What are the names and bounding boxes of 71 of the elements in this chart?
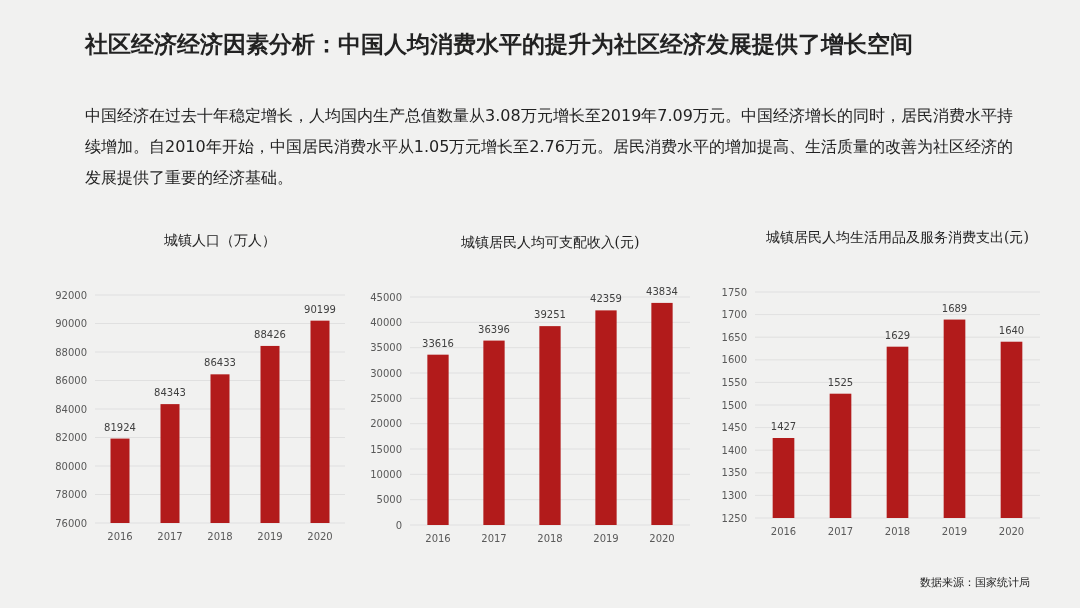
x-tick-label: 2018 (884, 526, 911, 537)
text: 中国经济在过去十年稳定增长，人均国内生产总值数量从3.08万元增长至2019年7.09万元。中国经济增长的同时，居民消费水平持续增加。自2010年开始，中国居民消费水平从1.05万元增长至2.76万元。居民消费水平的增加提高、生活质量的改善为社区经济的发展提供了重要的经济基础。 (85, 105, 1014, 189)
x-tick-label: 2017 (827, 526, 854, 537)
y-tick-label: 1350 (721, 467, 747, 479)
x-tick-label: 2019 (257, 531, 283, 542)
y-tick-label: 86000 (55, 375, 87, 386)
bar (427, 354, 449, 525)
x-tick-label: 2020 (998, 526, 1025, 537)
y-tick-label: 0 (395, 519, 402, 531)
y-tick-label: 1450 (721, 422, 747, 434)
data-label: 88426 (254, 328, 286, 340)
y-tick-label: 1750 (721, 286, 747, 298)
y-tick-label: 30000 (370, 367, 402, 379)
y-tick-label: 5000 (376, 494, 402, 506)
y-tick-label: 40000 (370, 316, 402, 328)
y-tick-label: 1500 (721, 399, 747, 411)
bar (539, 326, 561, 525)
bar (595, 310, 617, 525)
bar (483, 340, 505, 525)
y-tick-label: 20000 (370, 418, 402, 430)
data-label: 39251 (534, 309, 566, 321)
x-tick-label: 2016 (107, 531, 133, 542)
x-tick-label: 2018 (537, 533, 563, 544)
bar (651, 302, 673, 525)
data-label: 33616 (422, 337, 454, 349)
text: 社区经济经济因素分析：中国人均消费水平的提升为社区经济发展提供了增长空间 (85, 30, 914, 58)
x-tick-label: 2017 (481, 533, 507, 544)
y-tick-label: 90000 (55, 318, 87, 329)
data-label: 42359 (590, 293, 622, 305)
source-note: 数据来源：国家统计局 (920, 576, 1030, 589)
data-label: 43834 (646, 285, 678, 297)
data-label: 1640 (998, 324, 1025, 336)
data-label: 36396 (478, 323, 510, 335)
data-label: 81924 (104, 421, 136, 433)
y-tick-label: 15000 (370, 443, 402, 455)
y-tick-label: 78000 (55, 489, 87, 500)
data-label: 84343 (154, 387, 186, 399)
y-tick-label: 35000 (370, 342, 402, 354)
data-label: 1427 (770, 421, 797, 432)
data-label: 1629 (884, 329, 911, 341)
data-label: 86433 (204, 357, 236, 369)
x-tick-label: 2019 (593, 533, 619, 544)
x-tick-label: 2016 (770, 526, 797, 537)
y-tick-label: 1250 (721, 512, 747, 524)
data-label: 1689 (941, 302, 968, 314)
y-tick-label: 45000 (370, 291, 402, 303)
data-label: 1525 (827, 376, 854, 388)
data-label: 90199 (304, 303, 336, 315)
x-tick-label: 2016 (425, 533, 451, 544)
y-tick-label: 1300 (721, 489, 747, 501)
y-tick-label: 84000 (55, 403, 87, 415)
x-tick-label: 2018 (207, 531, 233, 542)
chart-title: 城镇居民人均生活用品及服务消费支出(元) (765, 229, 1029, 245)
y-tick-label: 82000 (55, 432, 87, 443)
y-tick-label: 1400 (721, 444, 747, 456)
x-tick-label: 2020 (649, 533, 675, 544)
y-tick-label: 80000 (55, 460, 87, 472)
y-tick-label: 10000 (370, 468, 402, 480)
y-tick-label: 88000 (55, 346, 87, 358)
y-tick-label: 1650 (721, 331, 747, 343)
y-tick-label: 92000 (55, 289, 87, 301)
y-tick-label: 1600 (721, 354, 747, 366)
chart-title: 城镇居民人均可支配收入(元) (459, 234, 640, 250)
x-tick-label: 2020 (307, 531, 333, 542)
chart-title: 城镇人口（万人） (163, 232, 276, 248)
y-tick-label: 1700 (721, 309, 747, 321)
x-tick-label: 2017 (157, 531, 183, 542)
y-tick-label: 1550 (721, 376, 747, 388)
x-tick-label: 2019 (941, 526, 968, 537)
y-tick-label: 76000 (55, 517, 87, 529)
y-tick-label: 25000 (370, 392, 402, 404)
